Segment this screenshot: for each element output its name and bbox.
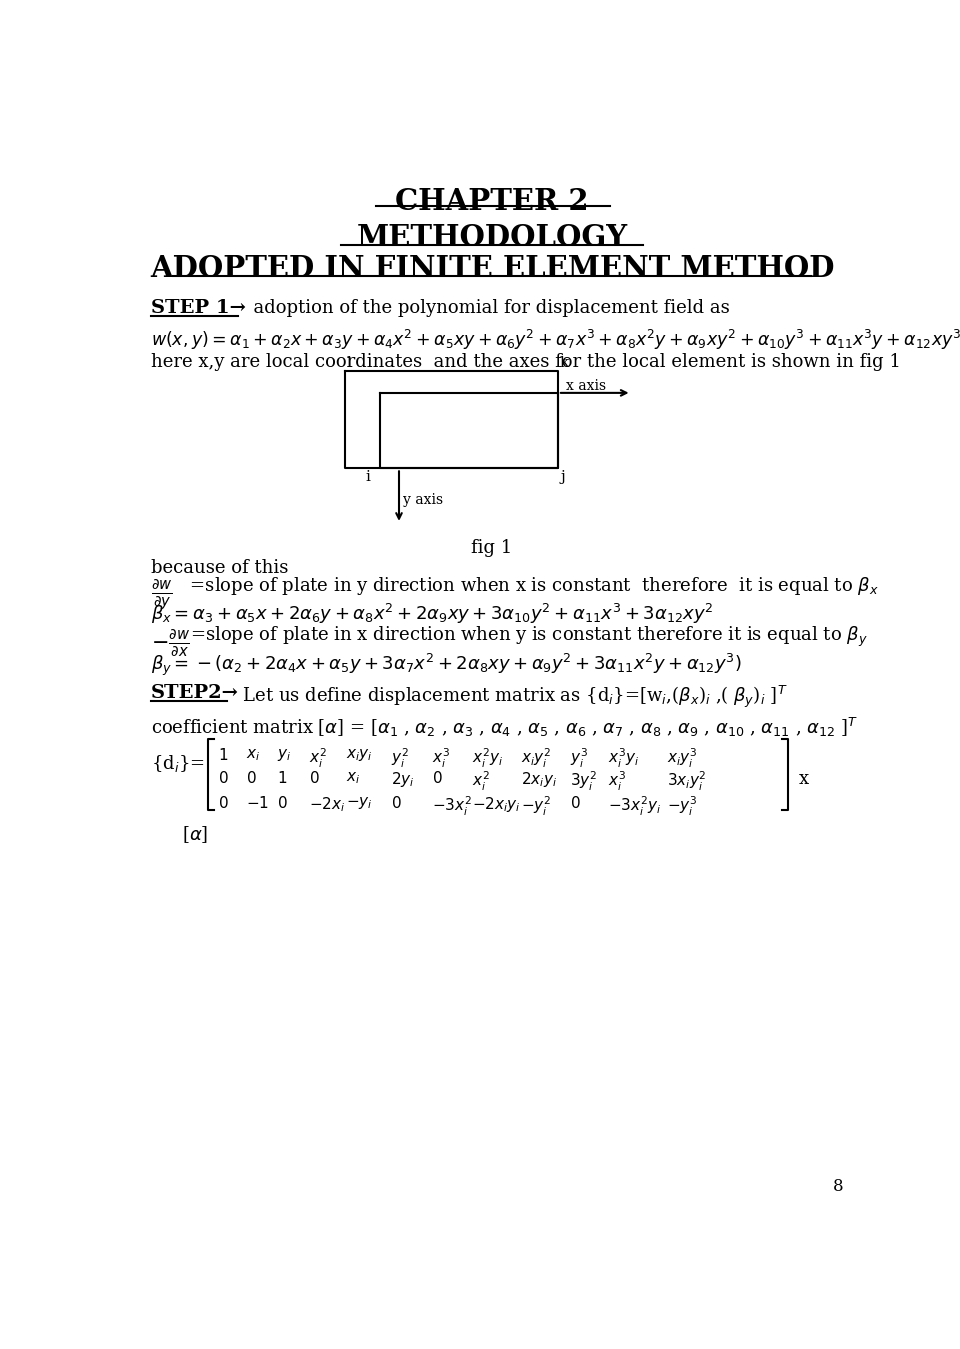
Text: =slope of plate in y direction when x is constant  therefore  it is equal to $\b: =slope of plate in y direction when x is… (183, 575, 878, 596)
Text: l: l (347, 356, 351, 370)
Text: =slope of plate in x direction when y is constant therefore it is equal to $\bet: =slope of plate in x direction when y is… (190, 625, 868, 649)
Text: $x_i^3$: $x_i^3$ (609, 770, 626, 793)
Text: $0$: $0$ (218, 795, 228, 811)
Text: k: k (560, 356, 568, 370)
Text: $0$: $0$ (569, 795, 580, 811)
Text: $3x_iy_i^2$: $3x_iy_i^2$ (667, 770, 707, 793)
Text: x: x (799, 770, 809, 788)
Text: $\beta_y = -(\alpha_2+ 2\alpha_4x+ \alpha_5y+ 3\alpha_7x^2 + 2\alpha_8xy + \alph: $\beta_y = -(\alpha_2+ 2\alpha_4x+ \alph… (151, 652, 742, 679)
Text: $1$: $1$ (276, 770, 287, 786)
Text: fig 1: fig 1 (471, 540, 513, 557)
Text: $x_i^2$: $x_i^2$ (309, 747, 327, 770)
Text: $0$: $0$ (432, 770, 443, 786)
Text: $-2x_i$: $-2x_i$ (309, 795, 346, 813)
Text: $y_i$: $y_i$ (276, 747, 291, 764)
Text: CHAPTER 2: CHAPTER 2 (396, 186, 588, 216)
Text: here x,y are local coordinates  and the axes for the local element is shown in f: here x,y are local coordinates and the a… (151, 353, 900, 371)
Text: $x_i^2y_i$: $x_i^2y_i$ (472, 747, 503, 770)
Text: STEP 1→: STEP 1→ (151, 299, 246, 317)
Text: $-y_i^3$: $-y_i^3$ (667, 795, 698, 817)
Text: $0$: $0$ (309, 770, 320, 786)
Text: $\beta_x = \alpha_3+ \alpha_5x+ 2\alpha_6y+ \alpha_8x^2 + 2\alpha_9xy + 3\alpha_: $\beta_x = \alpha_3+ \alpha_5x+ 2\alpha_… (151, 602, 713, 626)
Text: $x_iy_i^2$: $x_iy_i^2$ (521, 747, 552, 770)
Text: $-3x_i^2y_i$: $-3x_i^2y_i$ (609, 795, 661, 817)
Text: METHODOLOGY: METHODOLOGY (356, 224, 628, 252)
Text: adoption of the polynomial for displacement field as: adoption of the polynomial for displacem… (243, 299, 731, 317)
Text: $x_i^2$: $x_i^2$ (472, 770, 490, 793)
Text: $0$: $0$ (246, 770, 256, 786)
Text: because of this: because of this (151, 560, 288, 577)
Text: STEP2→: STEP2→ (151, 684, 239, 701)
Text: $2y_i$: $2y_i$ (392, 770, 415, 789)
Text: y axis: y axis (403, 492, 443, 507)
Text: $-1$: $-1$ (246, 795, 269, 811)
Text: $x_i$: $x_i$ (246, 747, 260, 762)
Text: $-y_i$: $-y_i$ (347, 795, 373, 811)
Text: $0$: $0$ (218, 770, 228, 786)
Text: $-y_i^2$: $-y_i^2$ (521, 795, 552, 817)
Text: $x_i$: $x_i$ (347, 770, 361, 786)
Text: ADOPTED IN FINITE ELEMENT METHOD: ADOPTED IN FINITE ELEMENT METHOD (150, 254, 834, 283)
Text: $y_i^3$: $y_i^3$ (569, 747, 588, 770)
Text: $x_i^3$: $x_i^3$ (432, 747, 449, 770)
Text: $y_i^2$: $y_i^2$ (392, 747, 409, 770)
Text: $0$: $0$ (276, 795, 287, 811)
Text: x axis: x axis (565, 379, 606, 393)
Text: Let us define displacement matrix as {d$_i$}=[w$_i$,($\beta_x$)$_i$ ,( $\beta_y$: Let us define displacement matrix as {d$… (230, 684, 787, 710)
Text: $x_iy_i$: $x_iy_i$ (347, 747, 373, 764)
Text: 8: 8 (833, 1178, 844, 1195)
Text: {d$_i$}=: {d$_i$}= (151, 753, 204, 774)
Text: $3y_i^2$: $3y_i^2$ (569, 770, 596, 793)
Text: $-\frac{\partial w}{\partial x}$: $-\frac{\partial w}{\partial x}$ (151, 627, 190, 658)
Text: coefficient matrix [$\alpha$] = [$\alpha_1$ , $\alpha_2$ , $\alpha_3$ , $\alpha_: coefficient matrix [$\alpha$] = [$\alpha… (151, 716, 858, 739)
Text: $x_iy_i^3$: $x_iy_i^3$ (667, 747, 698, 770)
Text: $1$: $1$ (218, 747, 228, 764)
Text: $-3x_i^2$: $-3x_i^2$ (432, 795, 471, 817)
Text: i: i (366, 469, 371, 484)
Text: j: j (561, 469, 565, 484)
Text: [$\alpha$]: [$\alpha$] (182, 824, 208, 844)
Text: $-2x_iy_i$: $-2x_iy_i$ (472, 795, 520, 813)
Text: $x_i^3y_i$: $x_i^3y_i$ (609, 747, 639, 770)
Text: $\frac{\partial w}{\partial y}$: $\frac{\partial w}{\partial y}$ (151, 577, 173, 612)
Text: $2x_iy_i$: $2x_iy_i$ (521, 770, 558, 789)
Text: $0$: $0$ (392, 795, 402, 811)
Text: $w(x,y) =\alpha_1+ \alpha_2x+ \alpha_3y+ \alpha_4x^2+ \alpha_5xy+ \alpha_6y^2+ \: $w(x,y) =\alpha_1+ \alpha_2x+ \alpha_3y+… (151, 328, 960, 352)
